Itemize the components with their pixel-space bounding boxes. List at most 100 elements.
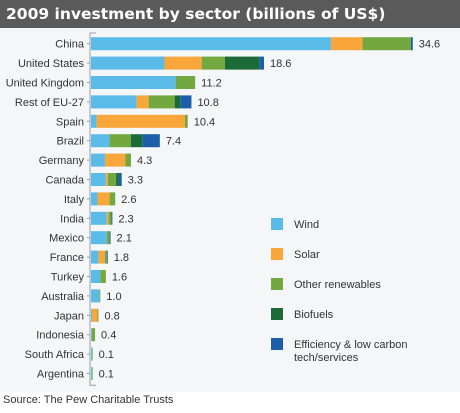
legend-label-other-renewables: Other renewables: [294, 279, 381, 291]
category-label-china: China: [55, 39, 85, 51]
bar-italy-other-renewables: [109, 192, 116, 206]
legend-label-solar: Solar: [294, 249, 320, 261]
bar-china-other-renewables: [362, 37, 411, 51]
total-label-india: 2.3: [118, 213, 133, 225]
total-label-canada: 3.3: [128, 175, 143, 187]
category-label-italy: Italy: [64, 194, 85, 206]
total-label-china: 34.6: [419, 39, 440, 51]
bar-turkey-wind: [91, 270, 101, 283]
bar-brazil-biofuels: [130, 134, 143, 148]
bar-brazil-wind: [91, 134, 110, 148]
axis-frame: [89, 32, 96, 386]
legend-swatch-wind: [271, 218, 283, 230]
bar-argentina-wind: [91, 367, 92, 380]
bar-spain-other-renewables: [184, 114, 188, 128]
category-label-united-states: United States: [18, 58, 85, 70]
total-label-south-africa: 0.1: [99, 349, 114, 361]
total-label-mexico: 2.1: [117, 233, 132, 245]
source-note: Source: The Pew Charitable Trusts: [3, 394, 174, 406]
legend-swatch-efficiency-low-carbon-tech-services: [271, 338, 283, 350]
category-label-germany: Germany: [39, 155, 85, 167]
category-label-spain: Spain: [56, 116, 84, 128]
bar-india-wind: [91, 211, 107, 225]
chart-title: 2009 investment by sector (billions of U…: [0, 0, 460, 28]
bar-united-states-solar: [164, 56, 202, 70]
bar-indonesia-wind: [91, 328, 92, 342]
category-label-canada: Canada: [45, 175, 84, 187]
bar-china-efficiency-low-carbon-tech-services: [410, 37, 413, 51]
bar-spain-solar: [96, 114, 185, 128]
bar-south-africa-wind: [91, 347, 92, 361]
bar-brazil-efficiency-low-carbon-tech-services: [142, 134, 160, 148]
bar-australia-wind: [91, 289, 100, 303]
category-label-france: France: [50, 252, 84, 264]
legend-label-biofuels: Biofuels: [294, 309, 334, 321]
bar-france-other-renewables: [104, 250, 107, 264]
category-label-mexico: Mexico: [49, 233, 84, 245]
legend-swatch-other-renewables: [271, 278, 283, 290]
plot-area: China 34.6 United States 18.6 United Kingdom…: [6, 32, 440, 386]
legend-label-efficiency-low-carbon-tech-services: Efficiency & low carbon: [294, 339, 408, 351]
bar-italy-solar: [97, 192, 110, 206]
total-label-spain: 10.4: [194, 116, 215, 128]
bar-australia-other-renewables: [99, 289, 101, 303]
bar-france-efficiency-low-carbon-tech-services: [106, 250, 108, 264]
bar-france-solar: [98, 250, 105, 264]
total-label-japan: 0.8: [104, 310, 119, 322]
bar-france-wind: [91, 250, 99, 264]
bar-japan-wind: [91, 308, 92, 322]
bar-rest-of-eu-27-biofuels: [174, 95, 181, 109]
total-label-turkey: 1.6: [112, 272, 127, 284]
stacked-bar-chart: China 34.6 United States 18.6 United Kingdom…: [6, 32, 440, 386]
total-label-germany: 4.3: [137, 155, 152, 167]
category-label-indonesia: Indonesia: [36, 330, 85, 342]
bar-canada-other-renewables: [107, 173, 117, 186]
legend-swatch-solar: [271, 248, 283, 260]
bar-japan-solar: [91, 308, 98, 322]
bar-rest-of-eu-27-other-renewables: [148, 95, 175, 109]
total-label-united-states: 18.6: [270, 58, 291, 70]
category-label-rest-of-eu-27: Rest of EU-27: [15, 97, 84, 109]
category-label-australia: Australia: [41, 291, 85, 303]
total-label-united-kingdom: 11.2: [201, 78, 222, 90]
bar-canada-solar: [105, 173, 108, 186]
bar-italy-wind: [91, 192, 98, 206]
bar-united-states-biofuels: [224, 56, 260, 70]
total-label-australia: 1.0: [106, 291, 121, 303]
bar-mexico-efficiency-low-carbon-tech-services: [109, 231, 111, 245]
category-label-argentina: Argentina: [37, 369, 85, 381]
category-label-united-kingdom: United Kingdom: [6, 78, 84, 90]
bar-canada-efficiency-low-carbon-tech-services: [118, 173, 122, 186]
bar-rest-of-eu-27-efficiency-low-carbon-tech-services: [180, 95, 192, 109]
bar-united-kingdom-other-renewables: [175, 76, 196, 89]
bar-spain-wind: [91, 114, 97, 128]
bar-china-solar: [330, 37, 363, 51]
bar-turkey-other-renewables: [100, 270, 106, 283]
bar-rest-of-eu-27-solar: [136, 95, 149, 109]
chart-area: China 34.6 United States 18.6 United Kingdom…: [0, 28, 460, 392]
bar-india-other-renewables: [108, 211, 112, 225]
bar-india-efficiency-low-carbon-tech-services: [111, 211, 113, 225]
bar-rest-of-eu-27-wind: [91, 95, 137, 109]
bar-germany-solar: [104, 153, 126, 167]
bar-canada-wind: [91, 173, 106, 186]
category-label-turkey: Turkey: [51, 272, 85, 284]
bar-india-solar: [106, 211, 109, 225]
legend-label-efficiency-low-carbon-tech-services-line2: tech/services: [294, 352, 359, 364]
bar-united-states-efficiency-low-carbon-tech-services: [259, 56, 264, 70]
legend: Wind Solar Other renewables Biofuels Efficie…: [271, 218, 408, 364]
bar-japan-other-renewables: [97, 308, 99, 322]
bar-brazil-other-renewables: [109, 134, 131, 148]
bar-united-states-other-renewables: [201, 56, 225, 70]
total-label-france: 1.8: [114, 252, 129, 264]
total-label-argentina: 0.1: [99, 369, 114, 381]
bar-germany-wind: [91, 153, 105, 167]
bar-united-kingdom-wind: [91, 76, 176, 89]
bar-united-states-wind: [91, 56, 165, 70]
total-label-indonesia: 0.4: [101, 330, 116, 342]
bar-indonesia-other-renewables: [91, 328, 96, 342]
category-label-south-africa: South Africa: [25, 349, 85, 361]
legend-swatch-biofuels: [271, 308, 283, 320]
bar-argentina-other-renewables: [91, 367, 93, 380]
total-label-rest-of-eu-27: 10.8: [197, 97, 218, 109]
